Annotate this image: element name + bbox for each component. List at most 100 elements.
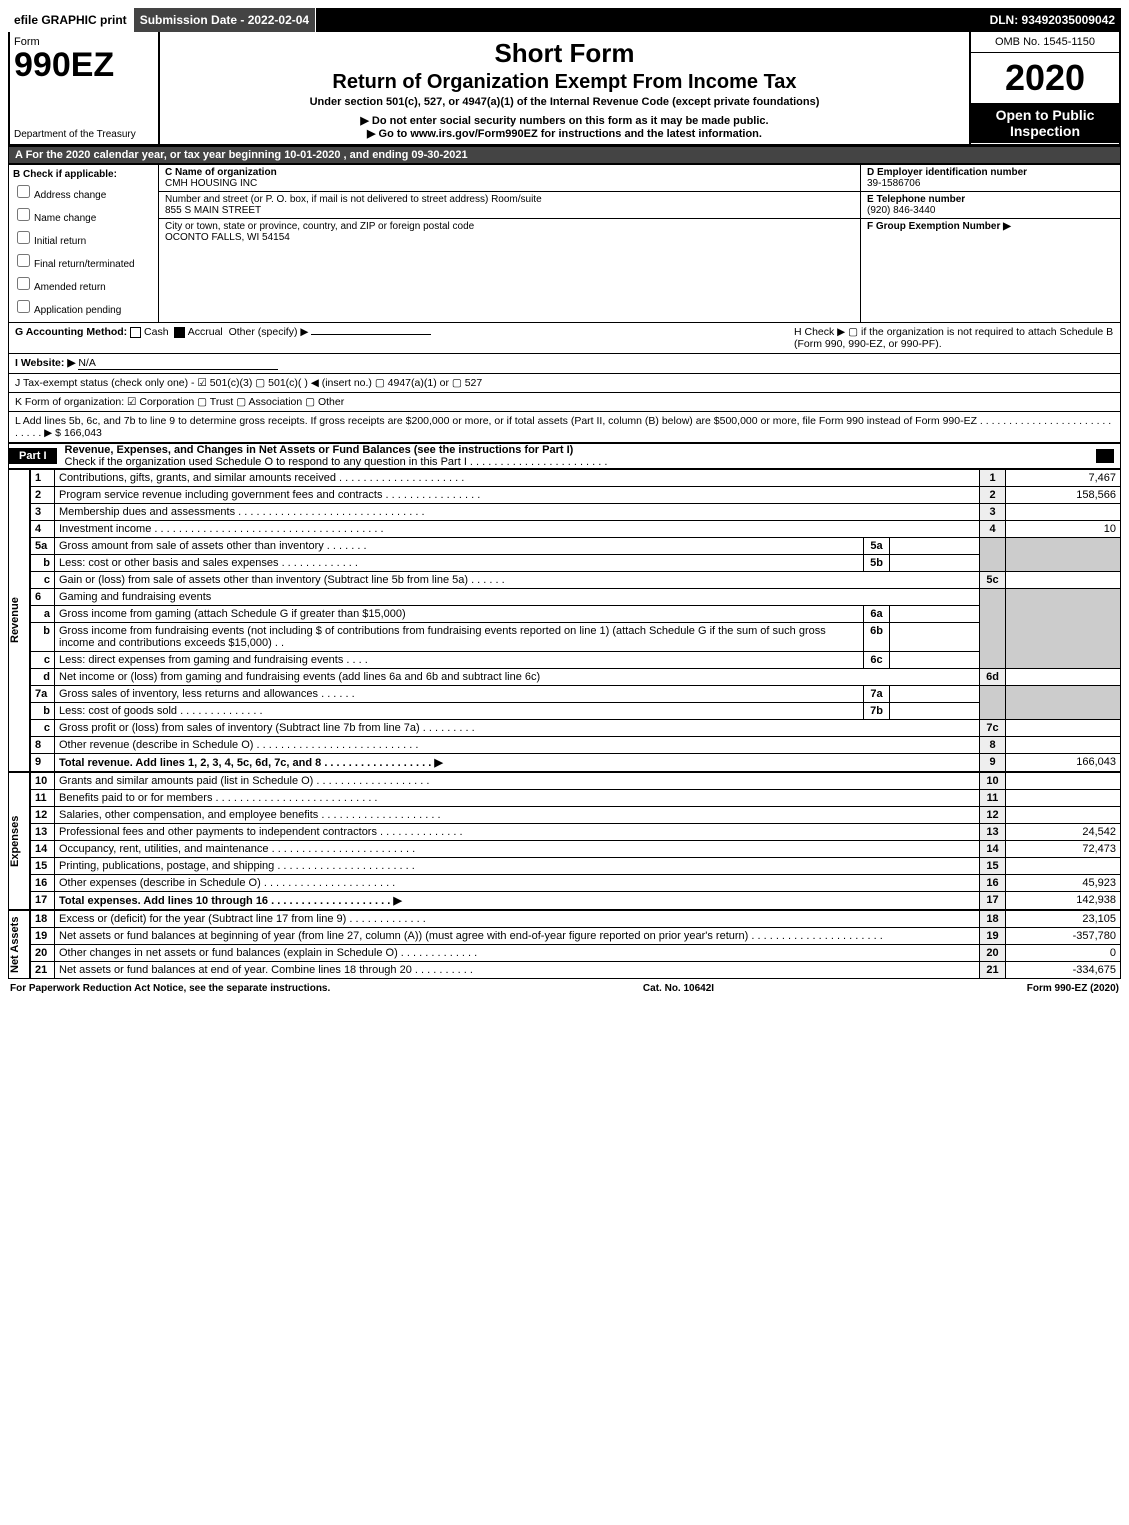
expenses-table: 10Grants and similar amounts paid (list … bbox=[30, 772, 1121, 910]
line-1: 1Contributions, gifts, grants, and simil… bbox=[31, 470, 1121, 487]
revenue-table: 1Contributions, gifts, grants, and simil… bbox=[30, 469, 1121, 772]
phone: (920) 846-3440 bbox=[867, 205, 935, 216]
footer-left: For Paperwork Reduction Act Notice, see … bbox=[10, 983, 330, 994]
line-6: 6Gaming and fundraising events bbox=[31, 589, 1121, 606]
title-short: Short Form bbox=[168, 38, 961, 69]
box-i-label: I Website: ▶ bbox=[15, 357, 75, 369]
street: 855 S MAIN STREET bbox=[165, 205, 261, 216]
line-21: 21Net assets or fund balances at end of … bbox=[31, 962, 1121, 979]
line-11: 11Benefits paid to or for members . . . … bbox=[31, 790, 1121, 807]
box-b-label: B Check if applicable: bbox=[13, 169, 117, 180]
street-label: Number and street (or P. O. box, if mail… bbox=[165, 194, 542, 205]
box-c-label: C Name of organization bbox=[165, 167, 277, 178]
chk-amended-return[interactable]: Amended return bbox=[13, 272, 154, 295]
entity-block: B Check if applicable: Address change Na… bbox=[8, 164, 1121, 323]
box-e-label: E Telephone number bbox=[867, 194, 965, 205]
line-7c: cGross profit or (loss) from sales of in… bbox=[31, 720, 1121, 737]
dept-label: Department of the Treasury bbox=[14, 129, 154, 140]
line-7b: bLess: cost of goods sold . . . . . . . … bbox=[31, 703, 1121, 720]
line-5b: bLess: cost or other basis and sales exp… bbox=[31, 555, 1121, 572]
submission-date: Submission Date - 2022-02-04 bbox=[134, 8, 316, 32]
line-6a: aGross income from gaming (attach Schedu… bbox=[31, 606, 1121, 623]
chk-cash[interactable] bbox=[130, 327, 141, 338]
line-5a: 5aGross amount from sale of assets other… bbox=[31, 538, 1121, 555]
form-header: Form 990EZ Department of the Treasury Sh… bbox=[8, 32, 1121, 146]
box-f-label: F Group Exemption Number ▶ bbox=[867, 221, 1011, 232]
line-7a: 7aGross sales of inventory, less returns… bbox=[31, 686, 1121, 703]
chk-initial-return[interactable]: Initial return bbox=[13, 226, 154, 249]
accrual-label: Accrual bbox=[188, 326, 223, 338]
goto-link[interactable]: ▶ Go to www.irs.gov/Form990EZ for instru… bbox=[168, 127, 961, 140]
boxes-g-to-l: G Accounting Method: Cash Accrual Other … bbox=[8, 323, 1121, 443]
line-6b: bGross income from fundraising events (n… bbox=[31, 623, 1121, 652]
expenses-sidelabel: Expenses bbox=[8, 772, 30, 910]
chk-address-change[interactable]: Address change bbox=[13, 180, 154, 203]
netassets-section: Net Assets 18Excess or (deficit) for the… bbox=[8, 910, 1121, 979]
efile-label: efile GRAPHIC print bbox=[8, 8, 134, 32]
line-10: 10Grants and similar amounts paid (list … bbox=[31, 773, 1121, 790]
netassets-sidelabel: Net Assets bbox=[8, 910, 30, 979]
chk-accrual[interactable] bbox=[174, 327, 185, 338]
line-6c: cLess: direct expenses from gaming and f… bbox=[31, 652, 1121, 669]
footer-right: Form 990-EZ (2020) bbox=[1027, 983, 1119, 994]
line-2: 2Program service revenue including gover… bbox=[31, 487, 1121, 504]
line-19: 19Net assets or fund balances at beginni… bbox=[31, 928, 1121, 945]
box-g-label: G Accounting Method: bbox=[15, 326, 127, 338]
subtitle: Under section 501(c), 527, or 4947(a)(1)… bbox=[168, 96, 961, 108]
line-3: 3Membership dues and assessments . . . .… bbox=[31, 504, 1121, 521]
part1-header: Part I Revenue, Expenses, and Changes in… bbox=[8, 443, 1121, 469]
line-20: 20Other changes in net assets or fund ba… bbox=[31, 945, 1121, 962]
box-d-label: D Employer identification number bbox=[867, 167, 1027, 178]
page-footer: For Paperwork Reduction Act Notice, see … bbox=[8, 979, 1121, 998]
line-6d: dNet income or (loss) from gaming and fu… bbox=[31, 669, 1121, 686]
box-l-value: 166,043 bbox=[64, 427, 102, 439]
dln-label: DLN: 93492035009042 bbox=[984, 8, 1121, 32]
org-name: CMH HOUSING INC bbox=[165, 178, 257, 189]
line-8: 8Other revenue (describe in Schedule O) … bbox=[31, 737, 1121, 754]
open-to-public: Open to Public Inspection bbox=[971, 103, 1119, 143]
line-18: 18Excess or (deficit) for the year (Subt… bbox=[31, 911, 1121, 928]
part1-checkbox[interactable] bbox=[1096, 449, 1114, 463]
box-j: J Tax-exempt status (check only one) - ☑… bbox=[8, 374, 1121, 393]
other-label: Other (specify) ▶ bbox=[229, 326, 309, 338]
box-h-label: H Check ▶ ▢ if the organization is not r… bbox=[794, 326, 1114, 350]
line-15: 15Printing, publications, postage, and s… bbox=[31, 858, 1121, 875]
line-9: 9Total revenue. Add lines 1, 2, 3, 4, 5c… bbox=[31, 754, 1121, 772]
city: OCONTO FALLS, WI 54154 bbox=[165, 232, 290, 243]
header-middle: Short Form Return of Organization Exempt… bbox=[160, 32, 969, 144]
other-specify-input[interactable] bbox=[311, 334, 431, 335]
chk-name-change[interactable]: Name change bbox=[13, 203, 154, 226]
box-k: K Form of organization: ☑ Corporation ▢ … bbox=[8, 393, 1121, 412]
box-c: C Name of organization CMH HOUSING INC N… bbox=[159, 165, 860, 322]
tax-year: 2020 bbox=[971, 53, 1119, 103]
revenue-sidelabel: Revenue bbox=[8, 469, 30, 772]
top-bar: efile GRAPHIC print Submission Date - 20… bbox=[8, 8, 1121, 32]
revenue-section: Revenue 1Contributions, gifts, grants, a… bbox=[8, 469, 1121, 772]
ein: 39-1586706 bbox=[867, 178, 920, 189]
ssn-warning: ▶ Do not enter social security numbers o… bbox=[168, 114, 961, 127]
line-13: 13Professional fees and other payments t… bbox=[31, 824, 1121, 841]
line-16: 16Other expenses (describe in Schedule O… bbox=[31, 875, 1121, 892]
topbar-spacer bbox=[316, 8, 983, 32]
boxes-d-e-f: D Employer identification number 39-1586… bbox=[860, 165, 1120, 322]
box-b: B Check if applicable: Address change Na… bbox=[9, 165, 159, 322]
expenses-section: Expenses 10Grants and similar amounts pa… bbox=[8, 772, 1121, 910]
part1-title: Revenue, Expenses, and Changes in Net As… bbox=[65, 444, 574, 456]
website-value: N/A bbox=[78, 357, 278, 370]
part1-check-text: Check if the organization used Schedule … bbox=[65, 456, 608, 468]
footer-mid: Cat. No. 10642I bbox=[643, 983, 714, 994]
line-5c: cGain or (loss) from sale of assets othe… bbox=[31, 572, 1121, 589]
city-label: City or town, state or province, country… bbox=[165, 221, 474, 232]
line-12: 12Salaries, other compensation, and empl… bbox=[31, 807, 1121, 824]
form-number: 990EZ bbox=[14, 48, 154, 82]
header-right: OMB No. 1545-1150 2020 Open to Public In… bbox=[969, 32, 1119, 144]
part1-tag: Part I bbox=[9, 448, 57, 464]
chk-final-return[interactable]: Final return/terminated bbox=[13, 249, 154, 272]
netassets-table: 18Excess or (deficit) for the year (Subt… bbox=[30, 910, 1121, 979]
chk-application-pending[interactable]: Application pending bbox=[13, 295, 154, 318]
line-17: 17Total expenses. Add lines 10 through 1… bbox=[31, 892, 1121, 910]
omb-number: OMB No. 1545-1150 bbox=[971, 32, 1119, 53]
tax-period-bar: A For the 2020 calendar year, or tax yea… bbox=[8, 146, 1121, 164]
line-14: 14Occupancy, rent, utilities, and mainte… bbox=[31, 841, 1121, 858]
cash-label: Cash bbox=[144, 326, 169, 338]
